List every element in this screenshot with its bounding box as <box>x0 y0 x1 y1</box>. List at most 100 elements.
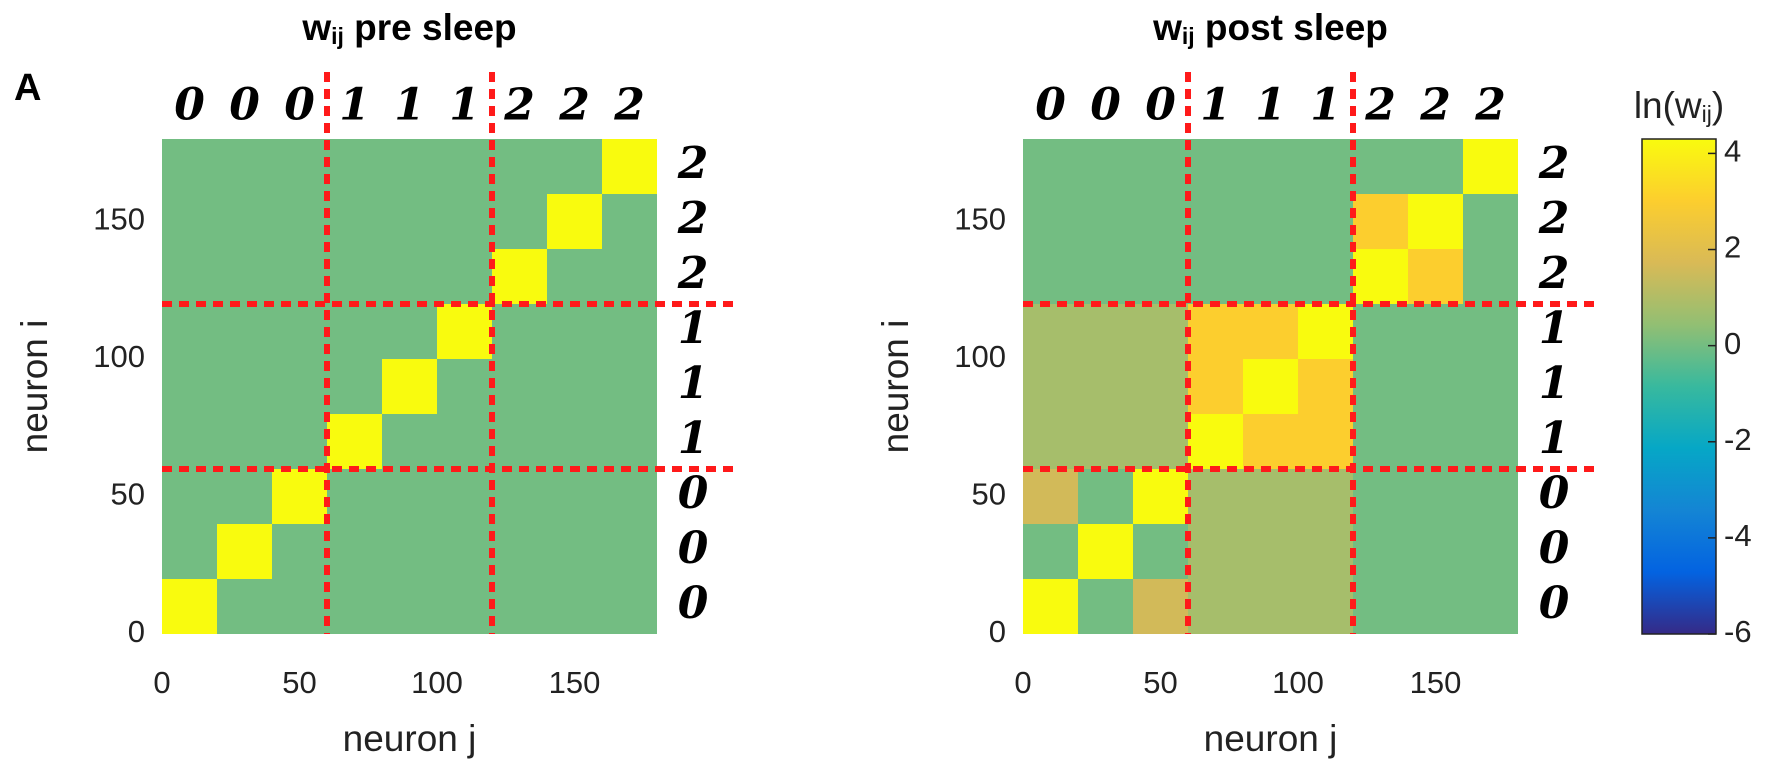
digit-top: 2 <box>613 80 645 131</box>
digit-top: 1 <box>394 80 425 131</box>
heatmap-cell <box>1408 194 1463 249</box>
y-axis-label: neuron i <box>875 320 916 454</box>
x-tick-label: 50 <box>282 665 316 700</box>
chart-title-part: w <box>1152 7 1182 48</box>
digit-right: 2 <box>677 248 709 299</box>
digit-top: 0 <box>1035 80 1066 131</box>
digit-right: 0 <box>678 523 709 574</box>
x-tick-label: 0 <box>1014 665 1031 700</box>
digit-right: 1 <box>678 358 709 409</box>
x-tick-label: 0 <box>153 665 170 700</box>
heatmap-cell <box>1133 579 1188 634</box>
y-tick-label: 100 <box>954 339 1006 374</box>
heatmap-cell <box>1078 524 1133 579</box>
heatmap-cell <box>1298 304 1353 359</box>
y-axis-label: neuron i <box>14 320 55 454</box>
heatmap-cell <box>1023 469 1078 524</box>
colorbar-label: ln(wij) <box>1634 85 1724 127</box>
x-tick-label: 150 <box>1410 665 1462 700</box>
digit-top: 2 <box>503 80 535 131</box>
heatmap-cell <box>162 579 217 634</box>
digit-right: 2 <box>1538 138 1570 189</box>
heatmap-cell <box>547 194 602 249</box>
x-tick-label: 100 <box>411 665 463 700</box>
colorbar-label-part: ln(w <box>1634 85 1702 126</box>
heatmap-cell <box>1188 469 1353 634</box>
colorbar-tick-label: 2 <box>1724 230 1741 265</box>
heatmap-cell <box>1023 579 1078 634</box>
digit-right: 2 <box>677 138 709 189</box>
chart-title-part: w <box>301 7 331 48</box>
heatmap-cell <box>1133 469 1188 524</box>
digit-right: 1 <box>678 303 709 354</box>
heatmap-cell <box>1408 249 1463 304</box>
digit-top: 1 <box>1310 80 1341 131</box>
heatmap-cell <box>492 249 547 304</box>
heatmap-cell <box>1353 194 1408 249</box>
chart-title-part: ij <box>331 23 344 49</box>
digit-right: 0 <box>1539 523 1570 574</box>
digit-right: 1 <box>1539 413 1570 464</box>
digit-top: 1 <box>1200 80 1231 131</box>
digit-top: 2 <box>1364 80 1396 131</box>
digit-top: 2 <box>558 80 590 131</box>
colorbar-label-part: ) <box>1712 85 1724 126</box>
x-tick-label: 100 <box>1272 665 1324 700</box>
chart-title-part: post sleep <box>1195 7 1388 48</box>
digit-right: 1 <box>1539 358 1570 409</box>
y-tick-label: 0 <box>989 614 1006 649</box>
chart-title-part: ij <box>1182 23 1195 49</box>
panel-label: A <box>14 67 41 109</box>
heatmap-cell <box>272 469 327 524</box>
digit-top: 0 <box>1090 80 1121 131</box>
digit-right: 1 <box>1539 303 1570 354</box>
colorbar-tick-label: 0 <box>1724 326 1741 361</box>
digit-top: 0 <box>174 80 205 131</box>
digit-right: 2 <box>1538 248 1570 299</box>
heatmap-cell <box>327 414 382 469</box>
digit-right: 0 <box>678 468 709 519</box>
heatmap-cell <box>1243 359 1298 414</box>
digit-top: 2 <box>1419 80 1451 131</box>
heatmap-cell <box>602 139 657 194</box>
digit-right: 0 <box>1539 578 1570 629</box>
y-tick-label: 50 <box>111 477 145 512</box>
heatmap-cell <box>437 304 492 359</box>
colorbar-tick-label: -2 <box>1724 422 1752 457</box>
digit-top: 2 <box>1474 80 1506 131</box>
x-tick-label: 150 <box>549 665 601 700</box>
y-tick-label: 150 <box>954 202 1006 237</box>
digit-right: 0 <box>1539 468 1570 519</box>
y-tick-label: 100 <box>93 339 145 374</box>
colorbar-tick-label: -6 <box>1724 614 1752 649</box>
y-tick-label: 50 <box>972 477 1006 512</box>
digit-right: 1 <box>678 413 709 464</box>
x-axis-label: neuron j <box>1204 718 1338 759</box>
heatmap-cell <box>1463 139 1518 194</box>
chart-title: wij post sleep <box>1152 7 1388 49</box>
heatmap-cell <box>1023 304 1188 469</box>
digit-top: 0 <box>229 80 260 131</box>
digit-top: 1 <box>339 80 370 131</box>
digit-top: 1 <box>449 80 480 131</box>
heatmap-cell <box>382 359 437 414</box>
colorbar-label-part: ij <box>1702 101 1712 127</box>
colorbar <box>1641 138 1717 635</box>
heatmap-cell <box>217 524 272 579</box>
digit-right: 2 <box>1538 193 1570 244</box>
chart-title-part: pre sleep <box>344 7 517 48</box>
y-tick-label: 150 <box>93 202 145 237</box>
digit-top: 0 <box>284 80 315 131</box>
y-tick-label: 0 <box>128 614 145 649</box>
x-axis-label: neuron j <box>343 718 477 759</box>
chart-title: wij pre sleep <box>301 7 516 49</box>
digit-right: 2 <box>677 193 709 244</box>
heatmap-cell <box>1353 249 1408 304</box>
digit-right: 0 <box>678 578 709 629</box>
x-tick-label: 50 <box>1143 665 1177 700</box>
digit-top: 1 <box>1255 80 1286 131</box>
heatmap-cell <box>1188 414 1243 469</box>
colorbar-tick-label: 4 <box>1724 134 1741 169</box>
digit-top: 0 <box>1145 80 1176 131</box>
